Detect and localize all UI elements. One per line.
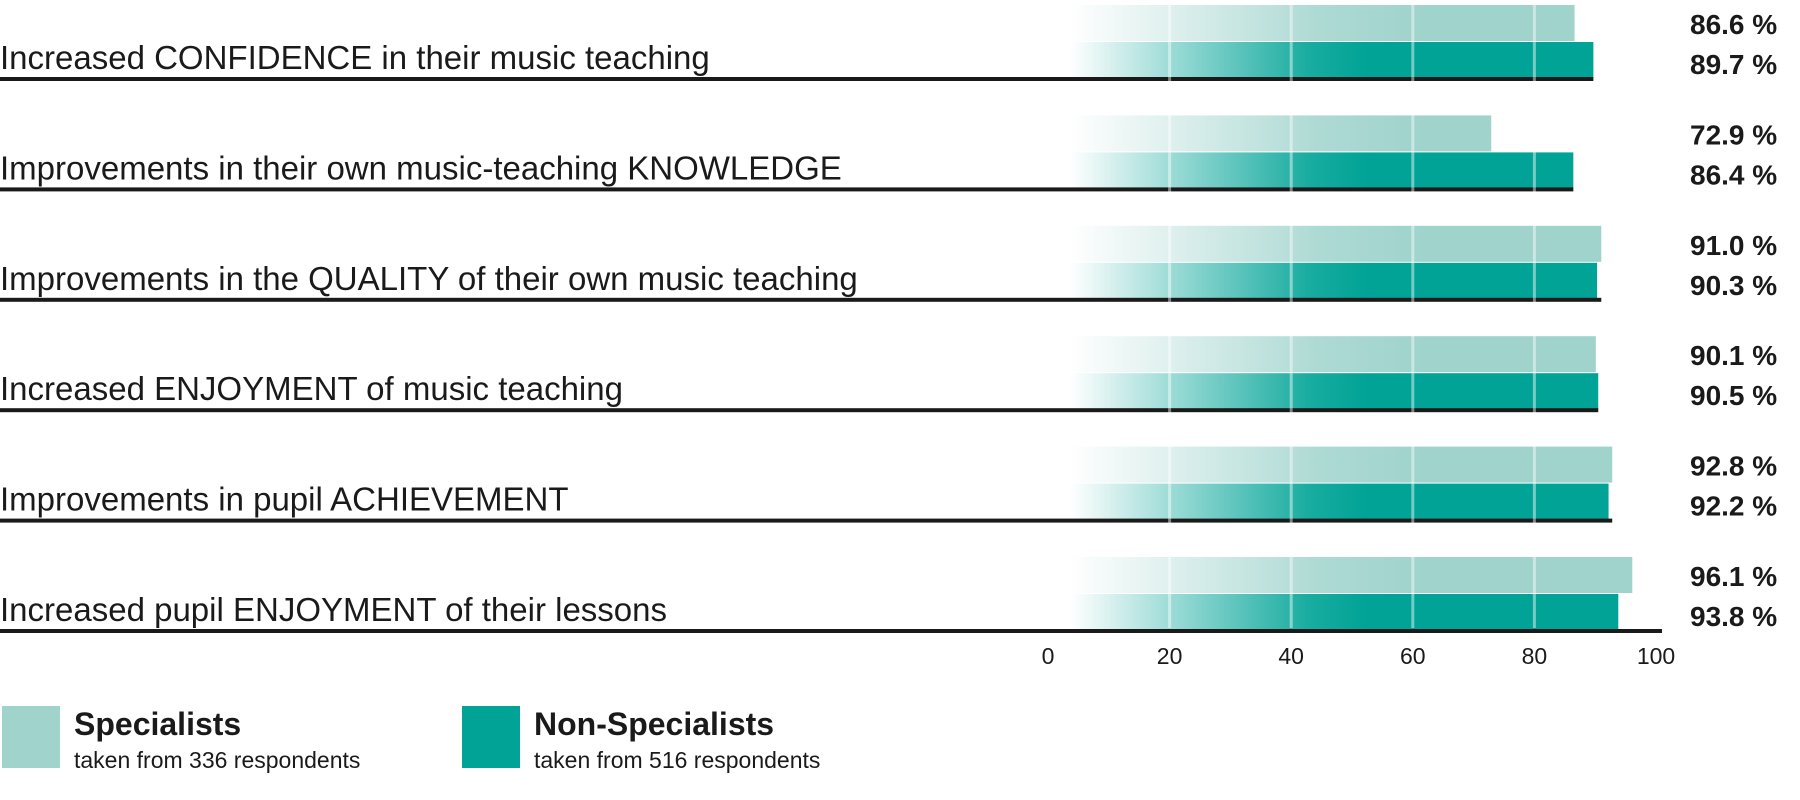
bar-non-specialists-1: [1070, 152, 1574, 189]
legend-non-specialists: Non-Specialists taken from 516 responden…: [462, 706, 820, 773]
value-label-non-specialists-0: 89.7 %: [1690, 49, 1777, 80]
x-tick-label-20: 20: [1157, 643, 1183, 669]
bar-specialists-5: [1070, 557, 1633, 593]
value-label-non-specialists-5: 93.8 %: [1690, 601, 1777, 632]
row-label-5: Increased pupil ENJOYMENT of their lesso…: [0, 591, 667, 628]
x-tick-label-40: 40: [1278, 643, 1304, 669]
legend-swatch-specialists: [2, 706, 60, 768]
row-underline-3: [0, 408, 1599, 413]
legend-name-non-specialists: Non-Specialists: [534, 706, 775, 742]
value-label-non-specialists-3: 90.5 %: [1690, 380, 1777, 411]
gridline-60: [1411, 5, 1415, 628]
value-label-non-specialists-1: 86.4 %: [1690, 159, 1777, 190]
bars: [0, 5, 1633, 633]
bar-non-specialists-0: [1070, 42, 1594, 78]
bar-non-specialists-5: [1070, 594, 1619, 630]
gridlines: [1168, 5, 1536, 628]
value-label-specialists-4: 92.8 %: [1690, 451, 1777, 482]
bar-non-specialists-3: [1070, 373, 1599, 410]
legend-note-specialists: taken from 336 respondents: [74, 747, 361, 773]
value-label-specialists-2: 91.0 %: [1690, 230, 1777, 261]
gridline-20: [1168, 5, 1172, 628]
legend-swatch-non-specialists: [462, 706, 520, 768]
row-underline-2: [0, 297, 1602, 302]
x-tick-label-0: 0: [1042, 643, 1055, 669]
x-tick-label-100: 100: [1637, 643, 1675, 669]
bar-non-specialists-4: [1070, 483, 1609, 520]
row-label-3: Increased ENJOYMENT of music teaching: [0, 370, 623, 407]
bar-specialists-3: [1070, 336, 1596, 373]
row-label-0: Increased CONFIDENCE in their music teac…: [0, 39, 710, 76]
value-label-specialists-5: 96.1 %: [1690, 561, 1777, 592]
legend-note-non-specialists: taken from 516 respondents: [534, 747, 821, 773]
value-label-specialists-1: 72.9 %: [1690, 119, 1777, 150]
value-label-specialists-3: 90.1 %: [1690, 340, 1777, 371]
x-tick-label-60: 60: [1400, 643, 1426, 669]
bar-specialists-0: [1070, 5, 1575, 41]
x-axis: 0 20 40 60 80 100: [0, 629, 1675, 669]
row-label-2: Improvements in the QUALITY of their own…: [0, 260, 858, 297]
row-underline-4: [0, 518, 1613, 523]
row-label-4: Improvements in pupil ACHIEVEMENT: [0, 481, 569, 518]
bar-specialists-4: [1070, 446, 1613, 483]
value-label-non-specialists-4: 92.2 %: [1690, 491, 1777, 522]
value-label-non-specialists-2: 90.3 %: [1690, 270, 1777, 301]
x-axis-line: [0, 629, 1662, 633]
row-label-1: Improvements in their own music-teaching…: [0, 149, 842, 186]
legend-name-specialists: Specialists: [74, 706, 242, 742]
row-labels: Increased CONFIDENCE in their music teac…: [0, 39, 858, 628]
gridline-40: [1289, 5, 1293, 628]
value-labels: 86.6 % 89.7 % 72.9 % 86.4 % 91.0 % 90.3 % 90.1…: [1690, 9, 1777, 632]
value-label-specialists-0: 86.6 %: [1690, 9, 1777, 40]
bar-non-specialists-2: [1070, 262, 1598, 299]
row-underline-1: [0, 187, 1574, 192]
row-underline-0: [0, 77, 1594, 81]
bar-specialists-1: [1070, 115, 1492, 152]
gridline-80: [1532, 5, 1536, 628]
x-tick-label-80: 80: [1522, 643, 1548, 669]
legend-specialists: Specialists taken from 336 respondents: [2, 706, 360, 773]
bar-specialists-2: [1070, 225, 1602, 262]
